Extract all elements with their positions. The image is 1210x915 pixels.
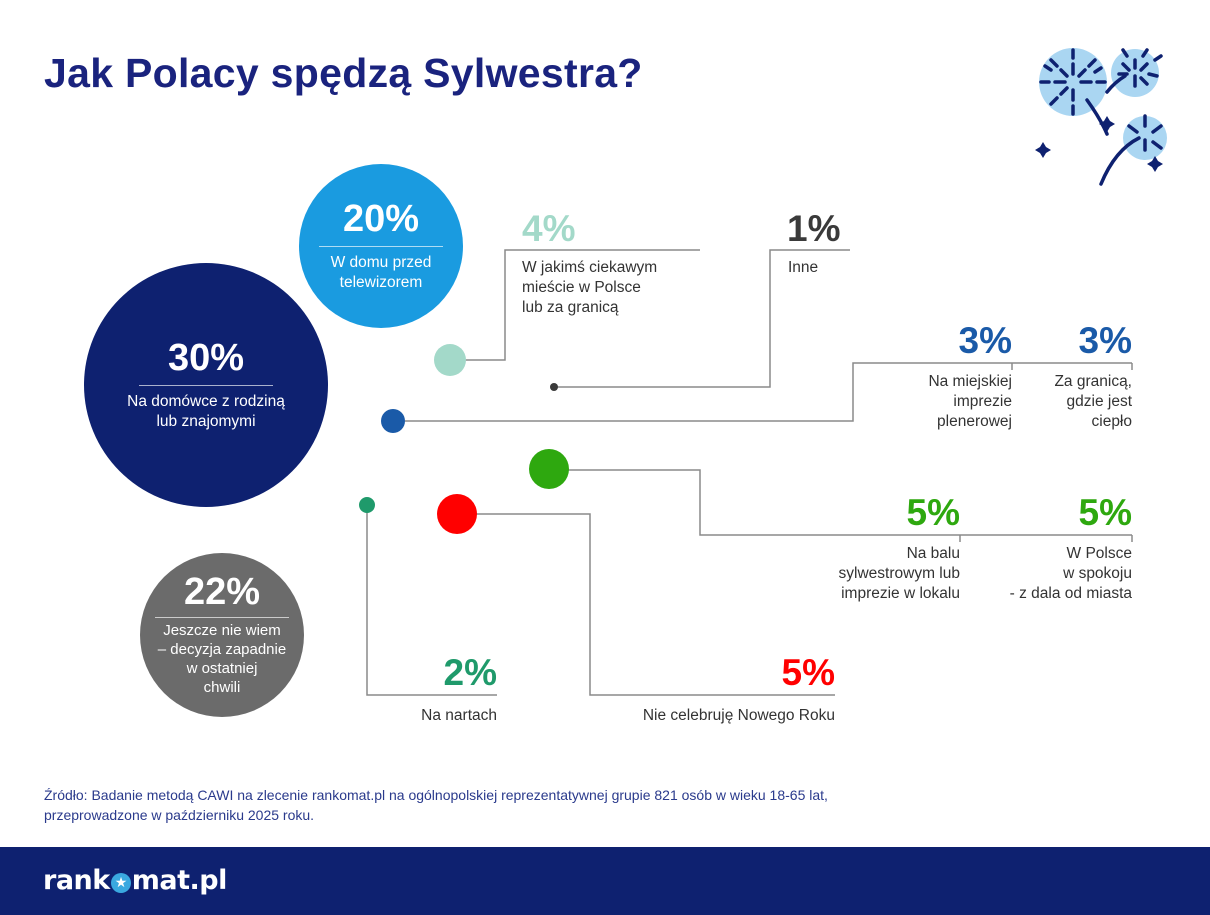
pct-other: 1% (787, 208, 841, 249)
bubble-label: – decyzja zapadnie (157, 641, 287, 658)
label-line: imprezie (953, 393, 1012, 410)
bubble-undecided: 22% Jeszcze nie wiem – decyzja zapadnie … (140, 553, 304, 717)
source-line: Źródło: Badanie metodą CAWI na zlecenie … (44, 787, 828, 803)
label-skiing: Na nartach (421, 707, 497, 724)
label-no-celebration: Nie celebruję Nowego Roku (642, 707, 835, 724)
label-line: mieście w Polsce (522, 279, 641, 296)
label-ball: Na balu sylwestrowym lub imprezie w loka… (780, 544, 960, 604)
label-line: - z dala od miasta (1009, 585, 1132, 602)
bubble-pct: 22% (183, 570, 261, 613)
dot-skiing (359, 497, 375, 513)
logo-text-right: mat.pl (131, 865, 228, 896)
dot-city-trip (434, 344, 466, 376)
pct-skiing: 2% (443, 652, 497, 693)
footer-bar: rank ★ mat.pl (0, 847, 1210, 915)
bubble-label: w ostatniej (186, 659, 258, 677)
logo-text-left: rank (43, 865, 110, 896)
bubble-label: telewizorem (339, 273, 423, 291)
label-abroad-warm: Za granicą, gdzie jest ciepło (1020, 372, 1132, 432)
dot-other (550, 383, 558, 391)
divider (155, 616, 289, 619)
label-city-outdoor: Na miejskiej imprezie plenerowej (880, 372, 1012, 432)
label-line: lub za granicą (522, 299, 619, 316)
dot-ball-quiet (529, 449, 569, 489)
label-line: W jakimś ciekawym (522, 259, 658, 276)
label-line: gdzie jest (1066, 393, 1132, 410)
label-other: Inne (788, 259, 819, 276)
dot-outdoor-abroad (381, 409, 405, 433)
label-line: plenerowej (937, 413, 1012, 430)
label-line: Za granicą, (1054, 373, 1132, 390)
bubble-home-tv: 20% W domu przed telewizorem (299, 164, 463, 328)
source-line: przeprowadzone w październiku 2025 roku. (44, 807, 315, 823)
dot-no-celebration (437, 494, 477, 534)
bubble-label: lub znajomymi (156, 412, 256, 430)
bubble-house-party: 30% Na domówce z rodziną lub znajomymi (84, 263, 328, 507)
page-title: Jak Polacy spędzą Sylwestra? (44, 50, 643, 96)
pct-city-trip: 4% (522, 208, 576, 249)
bubble-label: Jeszcze nie wiem (163, 622, 281, 640)
pct-ball: 5% (906, 492, 960, 533)
pct-no-celebration: 5% (781, 652, 835, 693)
label-line: ciepło (1091, 413, 1133, 430)
pct-city-outdoor: 3% (958, 320, 1012, 361)
bubble-pct: 30% (167, 336, 245, 379)
bubble-pct: 20% (342, 197, 420, 240)
rankomat-logo[interactable]: rank ★ mat.pl (43, 865, 227, 896)
pct-quiet-poland: 5% (1078, 492, 1132, 533)
label-quiet-poland: W Polsce w spokoju - z dala od miasta (962, 544, 1132, 604)
divider (139, 384, 273, 387)
divider (319, 245, 443, 248)
star-icon: ★ (110, 873, 131, 893)
label-line: w spokoju (1063, 565, 1132, 582)
pct-abroad-warm: 3% (1078, 320, 1132, 361)
label-line: W Polsce (1066, 545, 1132, 562)
fireworks-icon (1035, 48, 1167, 186)
label-line: imprezie w lokalu (841, 585, 960, 602)
bubble-label: W domu przed (330, 254, 432, 272)
source-note: Źródło: Badanie metodą CAWI na zlecenie … (44, 785, 828, 825)
label-line: sylwestrowym lub (838, 565, 960, 582)
label-line: Na miejskiej (928, 373, 1012, 390)
bubble-label: Na domówce z rodziną (127, 393, 285, 411)
label-line: Na balu (906, 545, 960, 562)
label-city-trip: W jakimś ciekawym mieście w Polsce lub z… (522, 258, 657, 318)
bubble-label: chwili (203, 678, 241, 696)
